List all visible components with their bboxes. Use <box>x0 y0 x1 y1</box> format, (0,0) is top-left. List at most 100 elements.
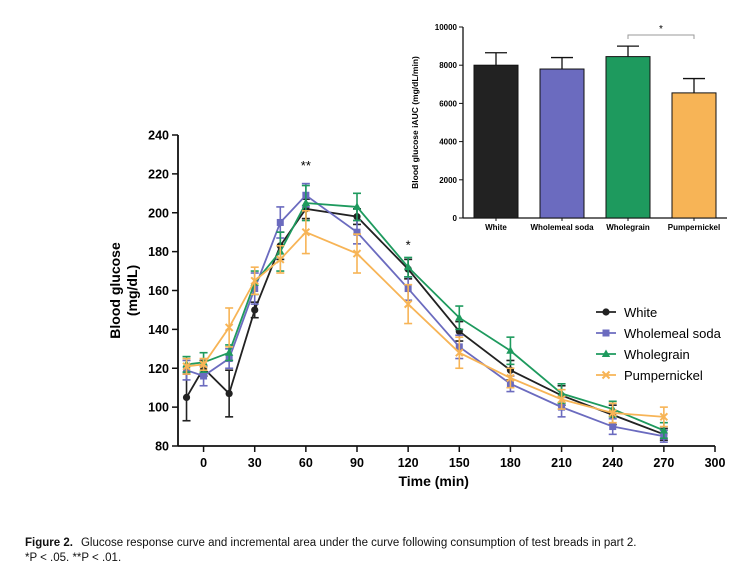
data-point <box>200 372 208 380</box>
x-tick-label: 120 <box>398 456 419 470</box>
glucose-line-chart: 80 100 120 140 160 180 200 220 240 0 30 60 90 120 150 1… <box>107 129 725 490</box>
x-axis-title: Time (min) <box>398 473 469 489</box>
y-axis-title-line-1: Blood glucose <box>107 242 123 339</box>
x-marker-stroke <box>224 323 234 332</box>
bar <box>671 92 717 219</box>
bar-y-tick-label: 6000 <box>439 99 457 108</box>
data-point <box>506 373 515 383</box>
significance-bracket <box>627 34 695 39</box>
series-line <box>186 231 664 418</box>
x-marker-stroke <box>506 373 515 383</box>
legend-marker <box>601 370 611 380</box>
bar-category-label: White <box>485 223 507 232</box>
bar-y-axis-title: Blood glucose iAUC (mg/dL/min) <box>410 56 420 189</box>
data-point <box>301 227 311 237</box>
caption-line-2: *P < .05. **P < .01. <box>25 551 735 566</box>
bar <box>539 68 585 219</box>
legend-item: Wholemeal soda <box>596 326 722 341</box>
y-tick-label: 220 <box>148 167 169 181</box>
legend-label: Pumpernickel <box>624 368 703 383</box>
series-line <box>185 207 665 436</box>
x-tick-label: 270 <box>653 456 674 470</box>
legend-label: Wholegrain <box>624 347 690 362</box>
data-point <box>557 395 566 404</box>
x-tick-label: 240 <box>602 456 623 470</box>
data-point <box>199 360 208 369</box>
x-marker-stroke <box>608 408 617 418</box>
caption-line-1: Figure 2. Glucose response curve and incr… <box>25 536 735 551</box>
data-point <box>506 346 515 354</box>
x-marker-stroke <box>182 362 191 371</box>
y-tick-label: 120 <box>148 362 169 376</box>
y-tick-label: 180 <box>148 245 169 259</box>
data-point <box>276 218 284 226</box>
bar-category-label: Wholegrain <box>606 223 650 232</box>
bar-y-tick-label: 8000 <box>439 61 457 70</box>
x-tick-label: 60 <box>299 456 313 470</box>
data-point <box>609 423 617 431</box>
y-axis-title: Blood glucose(mg/dL) <box>107 242 140 339</box>
bar-y-tick-label: 10000 <box>435 23 458 32</box>
data-point <box>455 348 464 357</box>
data-point <box>608 408 617 418</box>
x-tick-label: 90 <box>350 456 364 470</box>
x-marker-stroke <box>601 370 611 380</box>
series-pumpernickel <box>182 210 669 428</box>
y-tick-label: 80 <box>155 440 169 454</box>
legend-marker <box>601 349 611 357</box>
x-marker-stroke <box>352 249 362 258</box>
bar-y-tick-label: 2000 <box>439 176 457 185</box>
significance-marker: ** <box>301 158 311 173</box>
data-point <box>353 228 361 236</box>
series-line <box>186 202 665 432</box>
data-point <box>455 313 464 321</box>
caption-text: Glucose response curve and incremental a… <box>80 537 637 549</box>
x-marker-stroke <box>557 395 566 404</box>
legend-label: Wholemeal soda <box>624 326 722 341</box>
y-tick-label: 160 <box>148 284 169 298</box>
x-marker-stroke <box>403 299 413 309</box>
caption-label: Figure 2. <box>25 537 73 549</box>
bar-y-tick-label: 4000 <box>439 138 457 147</box>
data-point <box>659 425 669 434</box>
y-tick-label: 140 <box>148 323 169 337</box>
x-tick-label: 210 <box>551 456 572 470</box>
data-point <box>182 393 191 402</box>
x-tick-label: 300 <box>705 456 726 470</box>
data-point <box>276 255 285 264</box>
caption-footnote-1: *P < .05. <box>25 552 70 564</box>
significance-marker: * <box>406 238 411 253</box>
bar-category-label: Pumpernickel <box>668 223 720 232</box>
legend-item: White <box>596 305 657 320</box>
data-point <box>224 323 234 332</box>
x-tick-label: 180 <box>500 456 521 470</box>
legend-label: White <box>624 305 657 320</box>
bar-category-label: Wholemeal soda <box>530 223 594 232</box>
x-marker-stroke <box>301 227 311 237</box>
legend-item: Pumpernickel <box>596 368 703 383</box>
iauc-bar-chart: 0 2000 4000 6000 8000 10000 Blood glucose iAUC… <box>410 23 727 232</box>
x-marker-stroke <box>276 255 285 264</box>
y-axis-title-line-2: (mg/dL) <box>124 265 140 316</box>
legend-marker <box>602 329 610 337</box>
data-point <box>224 348 234 356</box>
x-marker-stroke <box>659 412 669 422</box>
x-marker-stroke <box>250 276 259 285</box>
data-point <box>352 249 362 258</box>
bar <box>605 56 651 219</box>
x-tick-label: 30 <box>248 456 262 470</box>
bar-y-tick-label: 0 <box>453 214 458 223</box>
data-point <box>403 262 413 271</box>
data-point <box>225 389 233 398</box>
legend-marker <box>602 308 610 316</box>
data-point <box>301 198 311 207</box>
x-tick-label: 150 <box>449 456 470 470</box>
x-tick-label: 0 <box>200 456 207 470</box>
significance-marker: * <box>659 24 663 35</box>
data-point <box>659 412 669 422</box>
x-marker-stroke <box>455 348 464 357</box>
data-point <box>250 276 259 285</box>
caption-footnote-2: **P < .01. <box>72 552 122 564</box>
legend-item: Wholegrain <box>596 347 690 362</box>
